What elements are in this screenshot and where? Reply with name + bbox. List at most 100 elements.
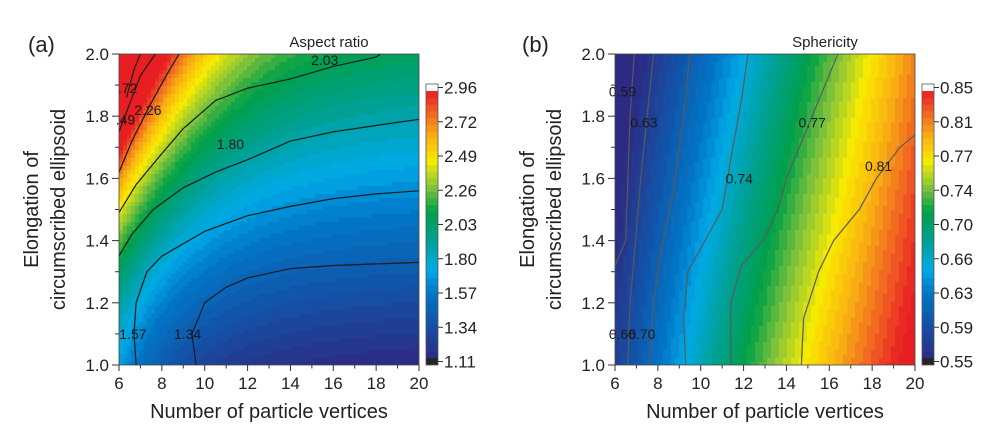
plot-title: Sphericity [792, 34, 858, 51]
contour-label: 1.80 [217, 136, 244, 152]
contour-label: 2.26 [134, 102, 161, 118]
contour-label: 0.66 [609, 326, 636, 342]
contour-line-1.34 [191, 261, 419, 365]
colorbar-band [426, 324, 438, 332]
x-tick-label: 8 [157, 374, 166, 393]
colorbar-tick-label: 1.11 [444, 353, 476, 372]
colorbar-band [922, 191, 934, 199]
x-tick-label: 14 [281, 374, 300, 393]
x-tick-label: 16 [820, 374, 839, 393]
colorbar-band [426, 144, 438, 152]
colorbar-tick-label: 0.63 [940, 284, 973, 303]
colorbar-tick-label: 0.77 [940, 147, 973, 166]
colorbar-band [922, 151, 934, 159]
colorbar-under-cap [922, 358, 934, 365]
x-tick-label: 16 [324, 374, 343, 393]
colorbar-band [922, 237, 934, 246]
colorbar-band [426, 231, 438, 239]
colorbar-band [426, 91, 438, 99]
contour-label: 0.81 [865, 158, 892, 174]
x-tick-label: 14 [777, 374, 796, 393]
contour-line-1.57 [133, 190, 419, 365]
colorbar: 1.11 1.34 1.57 1.80 2.03 2.26 2.49 2.72 2.96 [425, 79, 477, 372]
colorbar-band [922, 111, 934, 119]
colorbar-band [922, 144, 934, 152]
colorbar-band [426, 184, 438, 192]
contour-line-0.74 [730, 54, 839, 365]
colorbar-band [426, 264, 438, 272]
colorbar-band [426, 331, 438, 339]
contour-line-2.49 [119, 54, 156, 133]
colorbar-band [426, 211, 438, 219]
x-tick-label: 6 [114, 374, 123, 393]
contour-lines [615, 54, 915, 365]
colorbar: 0.55 0.59 0.63 0.66 0.70 0.74 0.77 0.81 0.85 [921, 79, 973, 372]
x-tick-label: 12 [238, 374, 257, 393]
colorbar-band [426, 277, 438, 286]
colorbar-band [922, 244, 934, 252]
colorbar-band [426, 224, 438, 232]
x-tick-label: 10 [691, 374, 710, 393]
contour-line-0.63 [627, 54, 655, 365]
contour-label: 1.57 [119, 326, 146, 342]
colorbar-band [922, 291, 934, 299]
contour-line-2.72 [125, 54, 141, 98]
y-axis-title-line: circumscribed ellipsoid [48, 109, 70, 310]
contour-lines [119, 54, 419, 365]
colorbar-band [426, 257, 438, 266]
panel-sphericity: 0.590.630.740.770.810.660.706 8 10 12 14 16 18… [517, 32, 973, 423]
colorbar-band [922, 117, 934, 125]
colorbar-band [922, 264, 934, 272]
colorbar-band [922, 337, 934, 346]
colorbar-tick-label: 0.55 [940, 353, 973, 372]
colorbar-tick-label: 1.57 [444, 284, 477, 303]
colorbar-band [426, 311, 438, 319]
contour-line-2.26 [119, 54, 180, 173]
colorbar-tick-label: 0.81 [940, 113, 973, 132]
y-tick-label: 1.6 [85, 169, 109, 188]
colorbar-band [922, 324, 934, 332]
contour-line-0.77 [800, 134, 915, 365]
colorbar-band [426, 171, 438, 179]
colorbar-band [426, 164, 438, 172]
colorbar-band [922, 331, 934, 339]
colorbar-band [426, 204, 438, 212]
contour-label: .49 [116, 111, 136, 127]
colorbar-tick-label: 0.59 [940, 318, 973, 337]
x-tick-label: 10 [195, 374, 214, 393]
colorbar-band [426, 97, 438, 105]
colorbar-band [922, 211, 934, 219]
y-axis-title: Elongation of circumscribed ellipsoid [21, 109, 70, 310]
colorbar-over-cap [922, 84, 934, 91]
y-tick-label: 1.8 [85, 107, 109, 126]
colorbar-band [922, 137, 934, 145]
colorbar-tick-label: 2.03 [444, 216, 477, 235]
colorbar-band [922, 131, 934, 139]
colorbar-band [426, 297, 438, 306]
colorbar-band [922, 124, 934, 132]
y-axis-title: Elongation of circumscribed ellipsoid [517, 109, 566, 310]
colorbar-band [922, 157, 934, 165]
x-tick-label: 20 [906, 374, 925, 393]
contour-label: 0.74 [726, 170, 753, 186]
colorbar-tick-label: 0.70 [940, 216, 973, 235]
colorbar-tick-label: 2.96 [444, 79, 477, 98]
contour-label: 0.77 [799, 114, 826, 130]
colorbar-band [426, 351, 438, 359]
contour-label: .72 [118, 80, 138, 96]
colorbar-tick-label: 2.26 [444, 181, 477, 200]
x-tick-label: 8 [653, 374, 662, 393]
contour-line-0.59 [615, 54, 635, 266]
contour-label: 0.63 [630, 114, 657, 130]
colorbar-band [426, 291, 438, 299]
y-tick-label: 1.0 [581, 356, 605, 375]
colorbar-band [922, 251, 934, 259]
contour-fill [119, 54, 419, 365]
colorbar-band [426, 151, 438, 159]
colorbar-band [922, 231, 934, 239]
colorbar-band [426, 284, 438, 292]
colorbar-band [426, 244, 438, 252]
colorbar-band [426, 177, 438, 185]
y-tick-label: 1.0 [85, 356, 109, 375]
